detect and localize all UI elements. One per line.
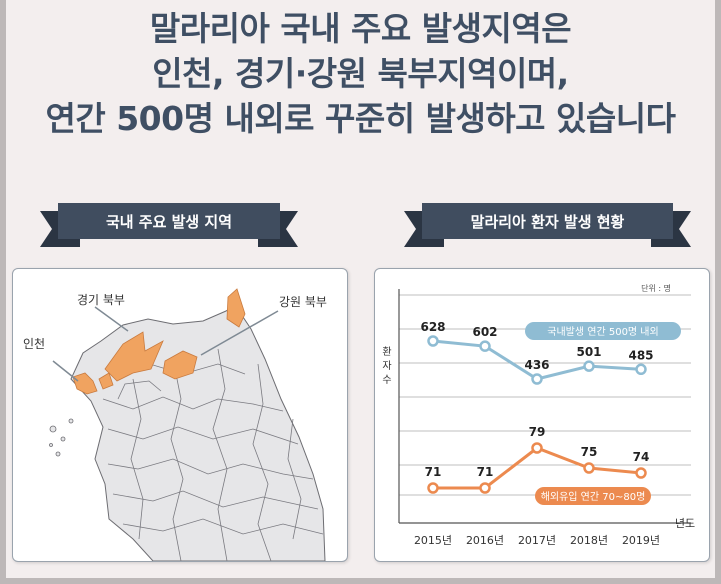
x-tick-label: 2016년 <box>466 534 504 547</box>
y-axis-label-char: 환 <box>382 346 391 358</box>
point-overseas <box>583 462 595 474</box>
point-domestic <box>583 360 595 372</box>
data-label-overseas: 79 <box>529 425 546 439</box>
data-label-overseas: 71 <box>425 465 442 479</box>
data-label-domestic: 485 <box>628 348 653 362</box>
line-chart: 2015년 2016년 2017년 2018년 2019년 628 602 436 501 485… <box>382 283 695 547</box>
headline: 말라리아 국내 주요 발생지역은 인천, 경기·강원 북부지역이며, 연간 50… <box>0 6 721 141</box>
pointer-gyeonggi <box>94 306 129 332</box>
x-axis-label: 년도 <box>675 517 695 530</box>
data-label-domestic: 501 <box>576 345 601 359</box>
label-gangwon: 강원 북부 <box>279 295 327 309</box>
x-tick-label: 2019년 <box>622 534 660 547</box>
point-overseas <box>479 482 491 494</box>
chart-panel: 2015년 2016년 2017년 2018년 2019년 628 602 436 501 485… <box>374 268 710 562</box>
data-label-overseas: 71 <box>477 465 494 479</box>
unit-note: 단위 : 명 <box>641 283 671 293</box>
left-ribbon: 국내 주요 발생 지역 <box>40 203 298 247</box>
korea-map <box>49 288 326 561</box>
gangwon-north-region <box>162 350 198 380</box>
pointer-incheon <box>52 360 79 382</box>
point-overseas <box>635 467 647 479</box>
left-ribbon-title: 국내 주요 발생 지역 <box>58 203 280 239</box>
point-domestic <box>479 340 491 352</box>
legend-domestic-tag <box>525 322 681 340</box>
label-gyeonggi: 경기 북부 <box>77 293 125 307</box>
y-axis-label-char: 자 <box>382 360 391 372</box>
point-domestic <box>427 335 439 347</box>
legend-domestic-label: 국내발생 연간 500명 내외 <box>547 326 658 338</box>
data-label-domestic: 602 <box>472 325 497 339</box>
point-overseas <box>531 442 543 454</box>
point-domestic <box>531 373 543 385</box>
incheon-region <box>72 372 98 395</box>
right-ribbon-title: 말라리아 환자 발생 현황 <box>422 203 673 239</box>
right-ribbon: 말라리아 환자 발생 현황 <box>404 203 691 247</box>
gyeonggi-north-region <box>104 331 164 382</box>
legend-overseas-tag <box>535 487 651 505</box>
y-axis-label-char: 수 <box>382 374 391 386</box>
headline-line-1: 말라리아 국내 주요 발생지역은 <box>149 9 572 48</box>
data-label-domestic: 628 <box>420 320 445 334</box>
highlight-regions <box>72 288 246 395</box>
label-incheon: 인천 <box>23 337 46 351</box>
point-domestic <box>635 363 647 376</box>
data-label-overseas: 74 <box>633 450 650 464</box>
x-tick-label: 2017년 <box>518 534 556 547</box>
pointer-gangwon <box>200 310 279 356</box>
headline-line-2: 인천, 경기·강원 북부지역이며, <box>152 54 569 93</box>
map-mainland <box>70 304 326 561</box>
point-overseas <box>427 482 439 494</box>
map-panel: 경기 북부 강원 북부 인천 <box>12 268 348 562</box>
data-label-overseas: 75 <box>581 445 598 459</box>
legend-overseas-label: 해외유입 연간 70~80명 <box>541 490 646 503</box>
series-line-overseas <box>433 446 642 490</box>
data-label-domestic: 436 <box>524 358 549 372</box>
gangwon-north-east-region <box>226 288 246 328</box>
incheon-island <box>98 372 114 390</box>
headline-line-3: 연간 500명 내외로 꾸준히 발생하고 있습니다 <box>45 99 676 138</box>
x-tick-label: 2015년 <box>414 534 452 547</box>
x-tick-label: 2018년 <box>570 534 608 547</box>
